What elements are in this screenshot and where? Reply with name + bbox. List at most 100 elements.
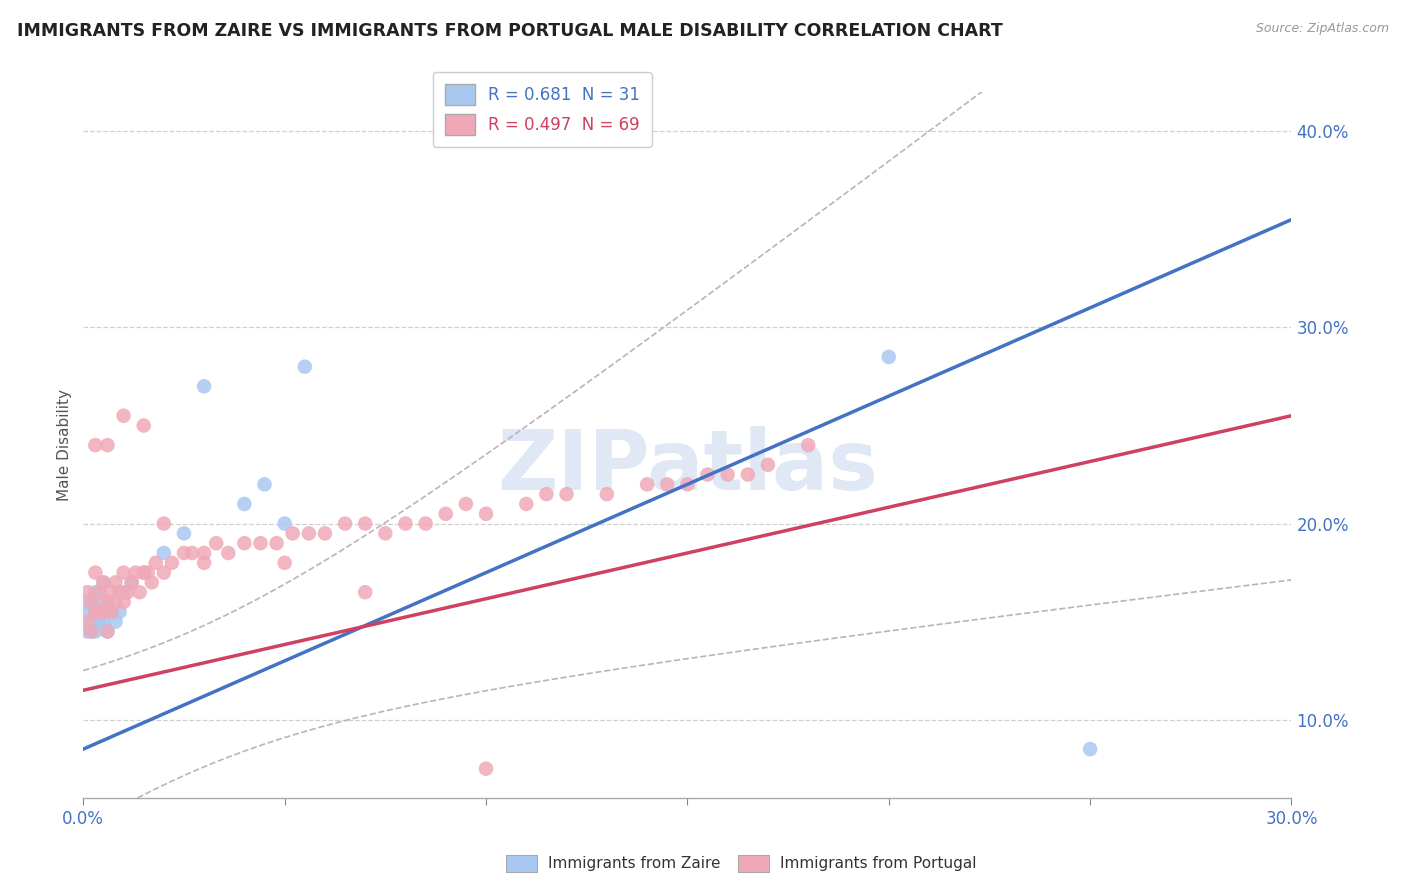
Point	[160, 556, 183, 570]
Text: Immigrants from Zaire: Immigrants from Zaire	[548, 856, 721, 871]
Point	[193, 556, 215, 570]
Point	[475, 762, 498, 776]
Point	[112, 595, 135, 609]
Point	[266, 536, 288, 550]
Point	[84, 566, 107, 580]
Point	[273, 556, 295, 570]
Text: Immigrants from Portugal: Immigrants from Portugal	[780, 856, 977, 871]
Text: Source: ZipAtlas.com: Source: ZipAtlas.com	[1256, 22, 1389, 36]
Point	[121, 575, 143, 590]
Point	[737, 467, 759, 482]
Point	[636, 477, 658, 491]
Point	[93, 575, 115, 590]
Point	[173, 526, 195, 541]
Point	[128, 585, 150, 599]
Point	[76, 595, 98, 609]
Point	[193, 546, 215, 560]
Point	[112, 409, 135, 423]
Point	[80, 624, 103, 639]
Point	[132, 566, 155, 580]
Point	[76, 615, 98, 629]
Point	[80, 595, 103, 609]
Point	[80, 615, 103, 629]
Point	[696, 467, 718, 482]
Point	[93, 595, 115, 609]
Point	[108, 605, 131, 619]
Point	[76, 585, 98, 599]
Point	[415, 516, 437, 531]
Point	[96, 438, 118, 452]
Text: IMMIGRANTS FROM ZAIRE VS IMMIGRANTS FROM PORTUGAL MALE DISABILITY CORRELATION CH: IMMIGRANTS FROM ZAIRE VS IMMIGRANTS FROM…	[17, 22, 1002, 40]
Point	[96, 624, 118, 639]
Point	[153, 546, 176, 560]
Point	[80, 624, 103, 639]
Point	[756, 458, 779, 472]
Point	[96, 624, 118, 639]
Point	[93, 605, 115, 619]
Point	[100, 605, 122, 619]
Point	[253, 477, 276, 491]
Point	[89, 605, 111, 619]
Point	[153, 566, 176, 580]
Point	[233, 497, 256, 511]
Point	[84, 624, 107, 639]
Point	[104, 615, 127, 629]
Point	[475, 507, 498, 521]
Point	[89, 615, 111, 629]
Point	[80, 595, 103, 609]
Point	[112, 585, 135, 599]
Point	[205, 536, 228, 550]
Point	[136, 566, 159, 580]
Point	[354, 585, 377, 599]
Text: ZIPatlas: ZIPatlas	[496, 425, 877, 507]
Point	[141, 575, 163, 590]
Point	[84, 605, 107, 619]
Point	[84, 438, 107, 452]
Point	[374, 526, 396, 541]
Point	[394, 516, 416, 531]
Point	[434, 507, 457, 521]
Point	[877, 350, 900, 364]
Point	[124, 566, 146, 580]
Point	[314, 526, 336, 541]
Point	[104, 595, 127, 609]
Point	[596, 487, 619, 501]
Point	[273, 516, 295, 531]
Point	[536, 487, 558, 501]
Point	[354, 516, 377, 531]
Point	[676, 477, 699, 491]
Legend: R = 0.681  N = 31, R = 0.497  N = 69: R = 0.681 N = 31, R = 0.497 N = 69	[433, 72, 652, 146]
Point	[100, 585, 122, 599]
Point	[797, 438, 820, 452]
Point	[112, 566, 135, 580]
Point	[121, 575, 143, 590]
Point	[145, 556, 167, 570]
Point	[181, 546, 204, 560]
Point	[1078, 742, 1101, 756]
Point	[657, 477, 679, 491]
Point	[100, 605, 122, 619]
Point	[76, 605, 98, 619]
Point	[217, 546, 239, 560]
Point	[76, 624, 98, 639]
Point	[298, 526, 321, 541]
Point	[555, 487, 578, 501]
Point	[84, 605, 107, 619]
Point	[132, 566, 155, 580]
Point	[173, 546, 195, 560]
Point	[84, 585, 107, 599]
Point	[93, 575, 115, 590]
Point	[333, 516, 356, 531]
Point	[233, 536, 256, 550]
Point	[454, 497, 477, 511]
Point	[515, 497, 537, 511]
Point	[717, 467, 740, 482]
Point	[193, 379, 215, 393]
Point	[89, 585, 111, 599]
Point	[108, 585, 131, 599]
Point	[249, 536, 271, 550]
Point	[132, 418, 155, 433]
Point	[281, 526, 304, 541]
Point	[294, 359, 316, 374]
Point	[117, 585, 139, 599]
